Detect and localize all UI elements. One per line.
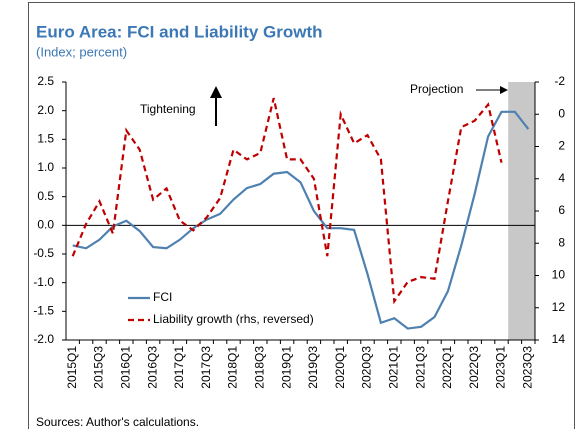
x-tick-label: 2021Q1 (386, 346, 400, 389)
x-tick-label: 2022Q1 (440, 346, 454, 389)
y-tick-label: -1.0 (33, 275, 54, 289)
y-tick-label: 0.0 (37, 218, 54, 232)
y-tick-label: 0.5 (37, 189, 54, 203)
annotation-arrowhead (210, 86, 222, 98)
annotation-arrowhead (500, 86, 508, 94)
y-tick-label: 2.5 (37, 74, 54, 88)
y2-tick-label: 14 (552, 332, 566, 346)
x-tick-label: 2020Q3 (360, 346, 374, 389)
x-tick-label: 2018Q3 (252, 346, 266, 389)
annotation: Tightening (140, 102, 196, 116)
footer: Sources: Author's calculations. (36, 415, 199, 429)
y-tick-label: -0.5 (33, 246, 54, 260)
x-tick-label: 2018Q1 (226, 346, 240, 389)
y-tick-label: -2.0 (33, 332, 54, 346)
series-line (71, 97, 503, 305)
x-tick-label: 2016Q3 (145, 346, 159, 389)
projection-shade (508, 82, 535, 340)
y2-tick-label: 2 (558, 139, 565, 153)
series-line (72, 110, 530, 330)
y-tick-label: 2.0 (37, 103, 54, 117)
y-tick-label: 1.0 (37, 160, 54, 174)
legend-label: FCI (153, 290, 172, 304)
legend-label: Liability growth (rhs, reversed) (153, 312, 314, 326)
x-tick-label: 2017Q1 (172, 346, 186, 389)
x-tick-label: 2017Q3 (199, 346, 213, 389)
x-tick-label: 2015Q3 (92, 346, 106, 389)
frame (28, 2, 575, 429)
y2-tick-label: 10 (552, 268, 566, 282)
y2-tick-label: 8 (558, 235, 565, 249)
y-tick-label: 1.5 (37, 132, 54, 146)
y2-tick-label: 0 (558, 106, 565, 120)
x-tick-label: 2022Q3 (467, 346, 481, 389)
annotation: Projection (410, 82, 463, 96)
y2-tick-label: 6 (558, 203, 565, 217)
x-tick-label: 2019Q1 (279, 346, 293, 389)
x-tick-label: 2016Q1 (118, 346, 132, 389)
y2-tick-label: -2 (554, 74, 565, 88)
x-tick-label: 2019Q3 (306, 346, 320, 389)
chart-title: Euro Area: FCI and Liability Growth (36, 22, 323, 41)
chart-subtitle: (Index; percent) (36, 44, 127, 59)
x-tick-label: 2021Q3 (413, 346, 427, 389)
x-tick-label: 2023Q1 (494, 346, 508, 389)
y2-tick-label: 4 (558, 171, 565, 185)
x-tick-label: 2020Q1 (333, 346, 347, 389)
x-tick-label: 2023Q3 (520, 346, 534, 389)
y-tick-label: -1.5 (33, 304, 54, 318)
y2-tick-label: 12 (552, 300, 566, 314)
x-tick-label: 2015Q1 (65, 346, 79, 389)
